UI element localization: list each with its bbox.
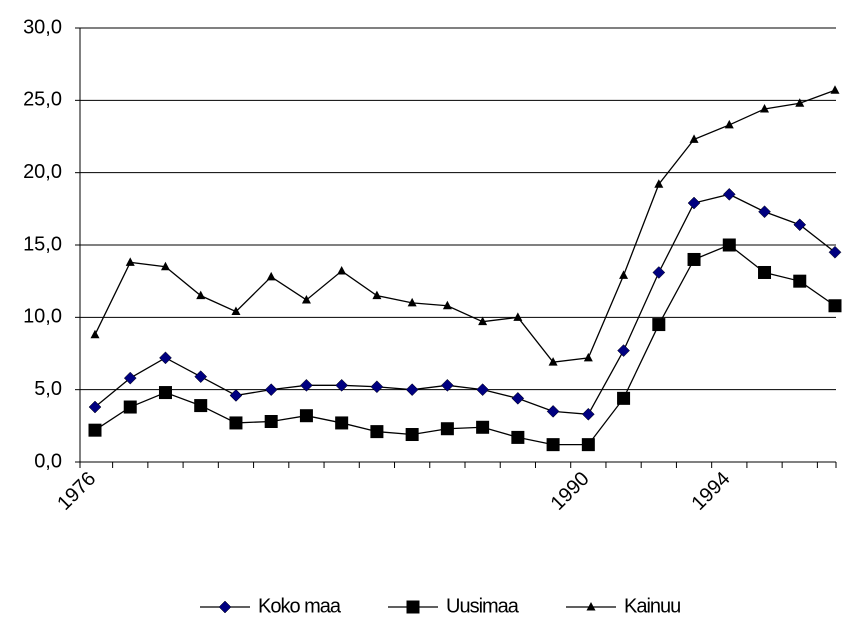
data-point	[476, 383, 489, 397]
data-point	[301, 294, 311, 304]
data-point	[722, 238, 736, 252]
y-tick-label: 20,0	[23, 161, 62, 183]
data-point	[511, 430, 525, 444]
data-point	[652, 318, 666, 332]
data-point	[619, 270, 629, 279]
data-point	[828, 245, 842, 259]
legend-label: Kainuu	[624, 595, 680, 617]
data-point	[617, 391, 631, 405]
data-point	[405, 428, 419, 442]
data-point	[793, 218, 807, 232]
data-point	[405, 383, 419, 397]
y-tick-label: 30,0	[23, 16, 62, 38]
data-point	[758, 265, 772, 279]
data-point	[689, 134, 699, 143]
data-point	[617, 344, 630, 357]
series-line	[94, 193, 836, 415]
data-point	[159, 351, 172, 365]
data-point	[583, 352, 593, 362]
data-point	[687, 252, 701, 266]
y-tick-label: 15,0	[23, 233, 62, 255]
data-point	[687, 196, 701, 210]
data-point	[370, 380, 384, 394]
data-point	[88, 423, 102, 437]
data-point	[476, 420, 490, 434]
data-point	[442, 300, 452, 310]
data-point	[724, 119, 734, 129]
data-point	[407, 297, 417, 307]
data-point	[828, 299, 842, 313]
data-point	[229, 389, 243, 402]
y-tick-label: 10,0	[23, 306, 62, 328]
data-point	[511, 391, 525, 405]
data-point	[125, 257, 135, 266]
x-tick-label: 1994	[688, 468, 735, 515]
y-tick-label: 25,0	[23, 89, 62, 111]
data-point	[793, 274, 807, 288]
y-tick-label: 0,0	[34, 450, 62, 472]
data-point	[722, 188, 736, 201]
data-point	[548, 357, 558, 366]
data-point	[160, 261, 170, 271]
data-point	[478, 316, 488, 326]
legend-marker	[406, 600, 420, 614]
data-point	[546, 438, 560, 452]
data-point	[440, 422, 454, 436]
x-tick-label: 1976	[53, 468, 100, 515]
data-point	[264, 383, 278, 397]
data-point	[266, 271, 276, 281]
y-tick-label: 5,0	[34, 378, 62, 400]
data-point	[88, 400, 102, 414]
data-point	[652, 266, 666, 279]
data-point	[546, 405, 560, 418]
legend-marker	[586, 602, 596, 611]
data-point	[581, 407, 595, 421]
data-point	[231, 306, 241, 316]
data-point	[372, 290, 382, 300]
legend-marker	[218, 600, 232, 614]
data-point	[830, 85, 840, 94]
legend-label: Koko maa	[258, 595, 342, 617]
data-point	[335, 378, 349, 392]
data-point	[123, 400, 137, 414]
data-point	[441, 378, 454, 392]
data-point	[196, 290, 206, 300]
data-point	[194, 370, 208, 384]
data-point	[760, 104, 770, 113]
data-point	[370, 425, 384, 439]
data-point	[335, 416, 349, 430]
data-point	[300, 378, 313, 392]
legend-label: Uusimaa	[446, 595, 520, 617]
data-point	[581, 438, 595, 452]
data-point	[758, 205, 771, 219]
data-point	[337, 266, 347, 275]
x-tick-label: 1990	[547, 468, 594, 515]
data-point	[513, 312, 523, 321]
data-point	[264, 414, 278, 428]
data-point	[795, 98, 805, 107]
data-point	[158, 386, 172, 400]
data-point	[90, 329, 100, 339]
data-point	[194, 399, 208, 413]
series-line	[94, 244, 836, 446]
data-point	[229, 416, 243, 430]
data-point	[123, 371, 137, 385]
series-line	[94, 89, 836, 363]
data-point	[299, 409, 313, 423]
data-point	[654, 179, 664, 188]
